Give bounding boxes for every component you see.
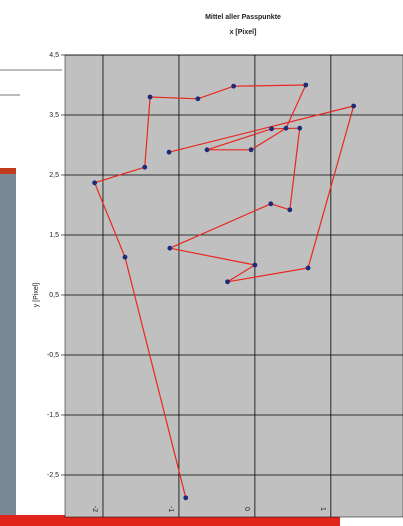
photo-edge xyxy=(0,168,16,174)
data-point xyxy=(303,83,308,88)
data-point xyxy=(252,263,257,268)
data-point xyxy=(183,495,188,500)
data-point xyxy=(225,279,230,284)
screenshot: Mittel aller Passpunkte x [Pixel] y [Pix… xyxy=(0,0,403,526)
data-point xyxy=(284,126,289,131)
x-tick-label: -2 xyxy=(91,506,98,512)
data-point xyxy=(249,147,254,152)
plot-area xyxy=(65,55,403,517)
x-tick-label: 1 xyxy=(319,507,326,511)
data-point xyxy=(167,246,172,251)
photo xyxy=(0,168,16,518)
data-point xyxy=(196,96,201,101)
data-point xyxy=(167,150,172,155)
data-point xyxy=(148,95,153,100)
data-point xyxy=(351,104,356,109)
x-tick-label: 0 xyxy=(243,507,250,511)
data-point xyxy=(268,201,273,206)
x-tick-label: -1 xyxy=(167,506,174,512)
chart-title: Mittel aller Passpunkte xyxy=(205,14,281,21)
data-point xyxy=(297,126,302,131)
y-tick-label: 1,5 xyxy=(49,232,59,239)
x-axis-label: x [Pixel] xyxy=(230,29,257,36)
y-axis-label: y [Pixel] xyxy=(33,283,40,308)
data-point xyxy=(231,84,236,89)
y-tick-label: -1,5 xyxy=(47,412,59,419)
y-tick-label: 2,5 xyxy=(49,172,59,179)
y-tick-label: -2,5 xyxy=(47,472,59,479)
y-tick-label: 3,5 xyxy=(49,112,59,119)
y-tick-label: 4,5 xyxy=(49,52,59,59)
data-point xyxy=(205,147,210,152)
data-point xyxy=(306,266,311,271)
data-point xyxy=(287,207,292,212)
data-point xyxy=(123,255,128,260)
data-point xyxy=(142,165,147,170)
data-point xyxy=(269,126,274,131)
data-point xyxy=(92,180,97,185)
y-tick-label: 0,5 xyxy=(49,292,59,299)
y-tick-label: -0,5 xyxy=(47,352,59,359)
